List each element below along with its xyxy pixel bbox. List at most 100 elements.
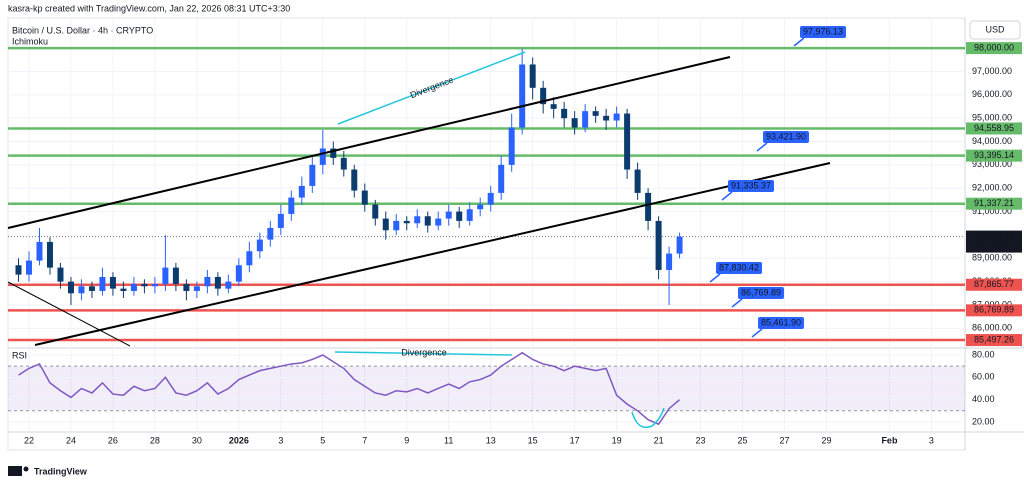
candle-body (15, 265, 22, 275)
x-tick-label: 23 (696, 435, 706, 445)
level-tag (966, 334, 1022, 347)
candle-body (634, 169, 641, 193)
currency-button[interactable] (969, 20, 1021, 40)
y-tick-label: 97,000.00 (972, 66, 1012, 76)
level-tag (966, 149, 1022, 162)
rsi-tick-label: 60.00 (972, 372, 995, 382)
y-tick-label: 94,000.00 (972, 136, 1012, 146)
rsi-tick-label: 20.00 (972, 416, 995, 426)
y-tick-label: 89,000.00 (972, 253, 1012, 263)
level-label: 98,000.00 (974, 42, 1014, 52)
callout-box (800, 26, 846, 38)
x-tick-label: 17 (570, 435, 580, 445)
candle-body (361, 190, 368, 205)
x-tick-label: 2026 (229, 435, 249, 445)
callout-box (763, 131, 809, 143)
callout-pointer (731, 298, 743, 308)
candle-body (256, 239, 263, 252)
level-tag (966, 304, 1022, 317)
x-tick-label: 9 (404, 435, 409, 445)
candle-body (109, 276, 116, 289)
candle-body (624, 113, 631, 170)
last-price-label: 89,928.40 (974, 231, 1014, 241)
candle-body (141, 283, 148, 287)
candle-body (162, 267, 169, 284)
candle-body (78, 286, 85, 294)
callout-label: 91,335.37 (731, 180, 771, 190)
x-tick-label: 15 (528, 435, 538, 445)
x-tick-label: 26 (108, 435, 118, 445)
level-label: 94,558.95 (974, 123, 1014, 133)
rsi-divergence-line (334, 351, 513, 356)
callout-box (716, 262, 762, 274)
candle-body (99, 276, 106, 291)
rsi-band (8, 366, 965, 411)
candle-body (435, 218, 442, 226)
callout-box (738, 287, 784, 299)
candle-body (214, 276, 221, 289)
level-label: 93,395.14 (974, 150, 1014, 160)
candle-body (424, 216, 431, 226)
candle-body (288, 197, 295, 214)
x-tick-label: 29 (821, 435, 831, 445)
callout-label: 97,976.13 (803, 26, 843, 36)
rsi-tick-label: 80.00 (972, 349, 995, 359)
candle-body (508, 127, 515, 165)
candle-body (235, 265, 242, 282)
candle-body (519, 64, 526, 128)
candle-body (309, 164, 316, 186)
candle-body (603, 115, 610, 121)
callout-pointer (721, 191, 733, 201)
candle-body (25, 260, 32, 275)
candle-body (456, 211, 463, 221)
candle-body (414, 216, 421, 224)
x-tick-label: 5 (320, 435, 325, 445)
last-price-tag (966, 230, 1022, 253)
x-tick-label: 13 (486, 435, 496, 445)
candle-body (57, 267, 64, 282)
candle-body (487, 192, 494, 205)
candle-body (151, 283, 158, 287)
candle-body (88, 286, 95, 291)
y-tick-label: 93,000.00 (972, 159, 1012, 169)
candle-body (561, 108, 568, 119)
trend-line (7, 281, 131, 347)
x-tick-label: Feb (881, 435, 898, 445)
candle-body (403, 220, 410, 224)
symbol-legend: Bitcoin / U.S. Dollar · 4h · CRYPTO (12, 25, 153, 35)
level-tag (966, 42, 1022, 55)
candle-body (540, 87, 547, 105)
x-tick-label: 25 (738, 435, 748, 445)
candle-body (277, 213, 284, 228)
credit: kasra-kp created with TradingView.com, J… (8, 3, 290, 13)
marks (8, 46, 965, 426)
callout-pointer (709, 273, 721, 283)
level-label: 91,337.21 (974, 198, 1014, 208)
candle-body (382, 218, 389, 231)
candle-body (67, 281, 74, 294)
candle-body (130, 283, 137, 291)
candle-body (466, 209, 473, 221)
channel-upper (7, 56, 731, 229)
candle-body (246, 251, 253, 266)
rsi-curve (631, 407, 665, 429)
rsi-legend: RSI (12, 350, 27, 360)
x-tick-label: 28 (150, 435, 160, 445)
x-tick-label: 24 (66, 435, 76, 445)
candle-body (183, 283, 190, 291)
candle-body (36, 241, 43, 261)
logo-dot (23, 466, 29, 472)
logo-mark (8, 466, 22, 476)
callout-label: 87,830.42 (719, 262, 759, 272)
x-tick-label: 3 (278, 435, 283, 445)
currency[interactable]: USD (985, 24, 1005, 34)
callout-label: 85,461.90 (761, 317, 801, 327)
x-tick-label: 22 (24, 435, 34, 445)
x-tick-label: 19 (612, 435, 622, 445)
candle-body (340, 157, 347, 170)
candle-body (193, 286, 200, 291)
callout-box (728, 180, 774, 192)
x-tick-label: 11 (444, 435, 453, 445)
candle-body (666, 253, 673, 270)
